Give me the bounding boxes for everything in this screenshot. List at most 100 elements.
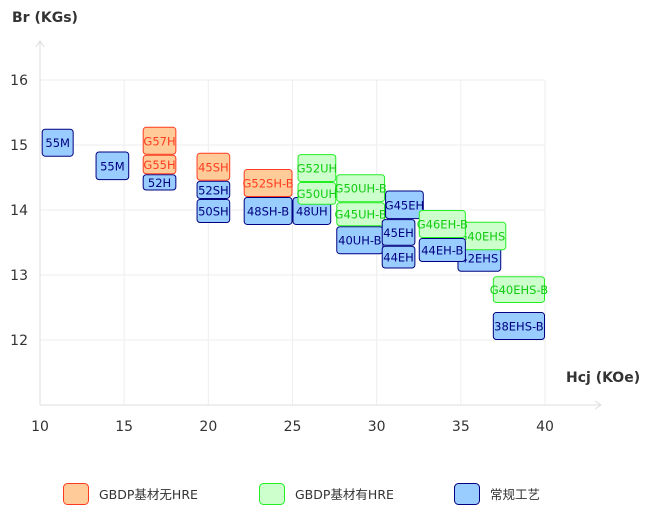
legend-swatch [63,483,89,505]
grade-box: G45UH-B [335,202,387,227]
legend: GBDP基材无HRE GBDP基材有HRE 常规工艺 [63,483,541,505]
grade-box: 50SH [196,198,231,223]
grade-box-label: G52UH [297,162,338,176]
grade-box-rect [142,126,177,155]
grade-box-rect [95,151,130,181]
grade-box: G50UH-B [335,174,387,203]
grade-box-label: G40EHS-B [490,283,548,297]
grade-box-label: 48SH-B [247,204,289,218]
grade-box-label: 45EH [383,226,414,240]
grade-box-label: G52SH-B [243,177,294,191]
x-tick-label: 40 [536,419,554,435]
legend-item[interactable]: 常规工艺 [454,483,541,505]
x-tick-label: 10 [31,419,49,435]
y-tick-label: 15 [10,138,28,154]
legend-label: GBDP基材有HRE [295,487,394,502]
grade-box: 44EH-B [418,237,466,262]
legend-swatch [259,483,285,505]
y-axis-title: Br (KGs) [12,10,78,26]
x-axis-arrow [594,400,602,410]
grade-box: G57H [142,126,177,155]
grade-box: G55H [142,154,177,175]
grade-box-label: 48UH [296,204,328,218]
grade-box-label: 38EHS-B [494,320,544,334]
grade-boxes: 55M 55M 52H G57H G55H 50SH 52SH 45SH 48SH-B G52SH… [41,126,548,340]
grade-box-rect [492,276,546,303]
x-tick-label: 15 [115,419,133,435]
grade-box-label: 45SH [198,160,229,174]
grade-box-rect [297,154,337,183]
grade-box: 44EH [381,245,416,269]
grade-box: 55M [95,151,130,181]
grade-box: 42EHS [457,243,502,272]
grade-box-label: G40EHS [458,230,505,244]
grade-box-label: G46EH-B [417,217,468,231]
legend-label: GBDP基材无HRE [99,487,198,502]
grade-box: 52SH [196,180,231,199]
grade-box-label: G50UH [297,187,338,201]
grade-box-rect [142,174,177,191]
grade-box: G46EH-B [417,210,468,238]
grade-box: G52UH [297,154,338,183]
grade-box-label: G50UH-B [335,182,387,196]
grade-box-label: G55H [143,158,175,172]
grade-box-rect [492,312,546,340]
grade-box-rect [385,190,424,220]
grade-box-label: G45UH-B [335,208,387,222]
grade-box: 52H [142,174,177,191]
y-tick-label: 13 [10,268,28,284]
y-tick-labels: 12 13 14 15 16 [10,73,28,349]
grade-box-rect [41,128,74,157]
grade-box-label: 55M [45,136,70,150]
x-tick-label: 30 [368,419,386,435]
grade-box-rect [336,202,386,227]
grade-box-label: G45EH [385,198,424,212]
x-tick-label: 20 [199,419,217,435]
x-tick-labels: 10 15 20 25 30 35 40 [31,419,554,435]
legend-swatch [454,483,480,505]
x-axis-title: Hcj (KOe) [566,370,640,386]
grade-box: G45EH [385,190,424,220]
grade-box-rect [336,174,386,203]
x-tick-label: 25 [284,419,302,435]
grade-box: G52SH-B [243,169,294,198]
grade-box-rect [243,169,293,198]
grade-box-label: 52SH [198,183,229,197]
grade-box-rect [381,219,416,246]
legend-label: 常规工艺 [490,487,540,502]
grade-box: 40UH-B [336,226,384,255]
y-tick-label: 14 [10,203,28,219]
grade-box-rect [381,245,416,269]
y-axis-arrow [35,40,45,48]
x-tick-label: 35 [452,419,470,435]
grade-box: G40EHS-B [490,276,548,303]
grade-box-rect [243,197,293,225]
grade-box-rect [297,182,337,205]
y-tick-label: 12 [10,333,28,349]
grade-box-label: G57H [143,134,175,148]
grade-box-label: 50SH [198,204,229,218]
axes: Br (KGs) Hcj (KOe) [12,10,640,410]
grade-box-rect [418,237,466,262]
grade-box: 45SH [196,152,231,181]
grade-box-rect [196,152,231,181]
grade-box-label: 40UH-B [338,234,381,248]
grade-box: 55M [41,128,74,157]
legend-item[interactable]: GBDP基材无HRE [63,483,199,505]
grade-box: G50UH [297,182,338,205]
grade-box: 45EH [381,219,416,246]
grade-box-label: 42EHS [460,251,498,265]
grade-box-label: 44EH-B [421,243,463,257]
grade-box-label: 44EH [383,251,414,265]
y-tick-label: 16 [10,73,28,89]
grade-box-rect [196,198,231,223]
grade-box-label: 52H [148,176,171,190]
grade-box: 48SH-B [243,197,293,225]
grade-box-label: 55M [100,159,125,173]
grade-box-rect [418,210,466,238]
legend-item[interactable]: GBDP基材有HRE [259,483,395,505]
grade-box: 38EHS-B [492,312,546,340]
grade-box-rect [142,154,177,175]
grade-box-rect [196,180,231,199]
